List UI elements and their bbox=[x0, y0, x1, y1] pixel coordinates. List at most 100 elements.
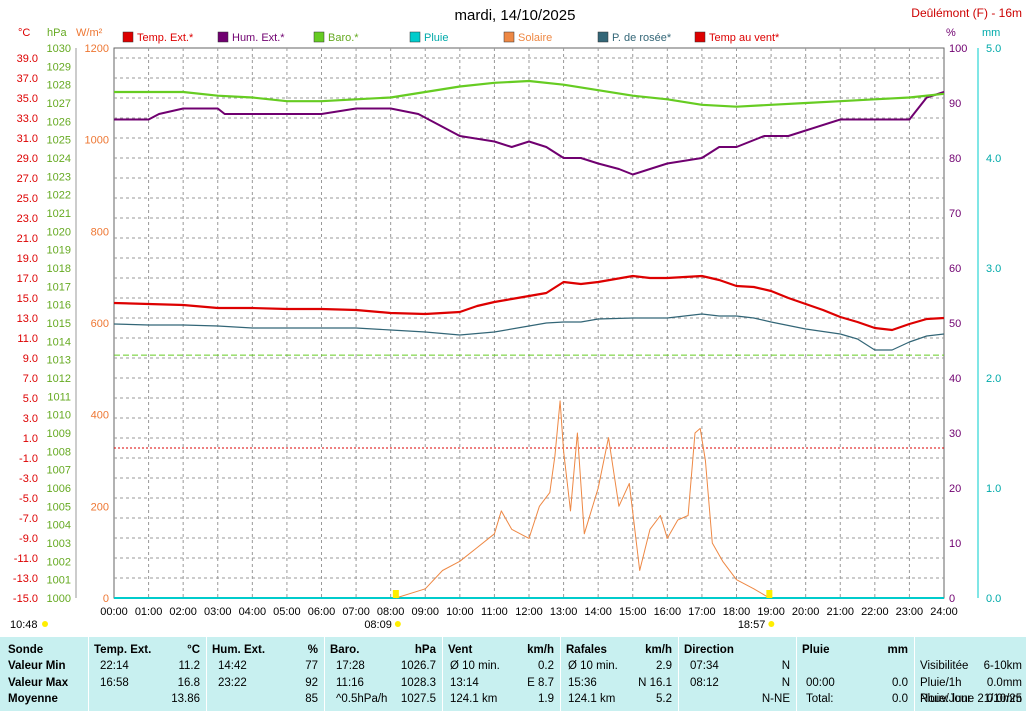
baro-tick-label: 1006 bbox=[47, 483, 71, 495]
plot-frame bbox=[113, 47, 945, 599]
temp-tick-label: -11.0 bbox=[14, 553, 38, 565]
vent-value: E 8.7 bbox=[527, 677, 554, 689]
baro-tick-label: 1014 bbox=[47, 336, 71, 348]
temp-tick-label: 1.0 bbox=[23, 433, 38, 445]
stats-panel: Sonde Temp. Ext. °C Hum. Ext. % Baro. hP… bbox=[0, 637, 1026, 711]
rafales-value: 5.2 bbox=[656, 693, 672, 705]
hum-tick-label: 40 bbox=[949, 373, 961, 385]
legend: Temp. Ext.* Hum. Ext.* Baro.* Pluie Solaire P… bbox=[122, 31, 780, 44]
pluie-time: Total: bbox=[806, 693, 834, 705]
reference-lines bbox=[114, 354, 944, 449]
baro-tick-label: 1023 bbox=[47, 171, 71, 183]
pluie-time: 00:00 bbox=[806, 677, 835, 689]
baro-tick-label: 1020 bbox=[47, 226, 71, 238]
temp-tick-label: 23.0 bbox=[17, 213, 38, 225]
col-hum: Hum. Ext. bbox=[212, 644, 266, 656]
baro-tick-label: 1004 bbox=[47, 520, 71, 532]
hum-tick-label: 100 bbox=[949, 43, 967, 55]
x-tick-label: 17:00 bbox=[688, 606, 716, 618]
baro-value: 1028.3 bbox=[400, 677, 436, 689]
hum-tick-label: 50 bbox=[949, 318, 961, 330]
rain-tick-label: 3.0 bbox=[986, 263, 1001, 275]
temp-tick-label: -1.0 bbox=[19, 453, 38, 465]
hum-tick-label: 10 bbox=[949, 538, 961, 550]
solar-tick-label: 1000 bbox=[85, 135, 109, 147]
col-temp-unit: °C bbox=[187, 644, 200, 656]
hum-value: 85 bbox=[305, 693, 318, 705]
temp-tick-label: 27.0 bbox=[17, 173, 38, 185]
temp-tick-label: 33.0 bbox=[17, 113, 38, 125]
x-tick-label: 04:00 bbox=[239, 606, 267, 618]
col-direction: Direction bbox=[684, 644, 734, 656]
col-rafales-unit: km/h bbox=[645, 644, 672, 656]
baro-tick-label: 1012 bbox=[47, 373, 71, 385]
x-tick-label: 23:00 bbox=[896, 606, 924, 618]
temp-tick-label: 29.0 bbox=[17, 153, 38, 165]
series-baro bbox=[114, 79, 945, 108]
col-temp: Temp. Ext. bbox=[94, 644, 152, 656]
direction-time: 08:12 bbox=[690, 677, 719, 689]
series-hum bbox=[114, 91, 945, 176]
x-tick-label: 21:00 bbox=[826, 606, 854, 618]
solar-tick-label: 400 bbox=[91, 410, 109, 422]
chart-grid bbox=[113, 47, 945, 599]
sun-icon bbox=[42, 621, 48, 627]
temp-tick-label: 25.0 bbox=[17, 193, 38, 205]
temp-tick-label: 35.0 bbox=[17, 93, 38, 105]
solar-tick-label: 600 bbox=[91, 318, 109, 330]
hum-tick-label: 0 bbox=[949, 593, 955, 605]
col-vent: Vent bbox=[448, 644, 473, 656]
temp-tick-label: 21.0 bbox=[17, 233, 38, 245]
hum-tick-label: 30 bbox=[949, 428, 961, 440]
legend-label: Pluie bbox=[424, 32, 448, 44]
col-baro: Baro. bbox=[330, 644, 360, 656]
baro-tick-label: 1007 bbox=[47, 465, 71, 477]
baro-time: ^0.5hPa/h bbox=[336, 693, 388, 705]
baro-value: 1027.5 bbox=[400, 693, 436, 705]
baro-tick-label: 1029 bbox=[47, 61, 71, 73]
baro-tick-label: 1008 bbox=[47, 446, 71, 458]
baro-tick-label: 1030 bbox=[47, 43, 71, 55]
series-rosee bbox=[113, 313, 945, 351]
x-tick-label: 02:00 bbox=[169, 606, 197, 618]
hum-tick-label: 70 bbox=[949, 208, 961, 220]
direction-value: N-NE bbox=[761, 693, 790, 705]
hum-tick-label: 90 bbox=[949, 98, 961, 110]
vent-label: 13:14 bbox=[450, 677, 479, 689]
baro-tick-label: 1000 bbox=[47, 593, 71, 605]
baro-tick-label: 1001 bbox=[47, 575, 71, 587]
daylength-label: 10:48 bbox=[10, 619, 38, 631]
hum-tick-label: 20 bbox=[949, 483, 961, 495]
legend-swatch bbox=[597, 31, 609, 43]
station-label: Deûlémont (F) - 16m bbox=[911, 6, 1022, 20]
rain-tick-label: 5.0 bbox=[986, 43, 1001, 55]
baro-tick-label: 1018 bbox=[47, 263, 71, 275]
temp-tick-label: 31.0 bbox=[17, 133, 38, 145]
temp-unit-label: °C bbox=[18, 27, 30, 39]
hum-value: 92 bbox=[305, 677, 318, 689]
baro-time: 17:28 bbox=[336, 660, 365, 672]
hum-time: 14:42 bbox=[218, 660, 247, 672]
x-tick-label: 01:00 bbox=[135, 606, 163, 618]
baro-unit-label: hPa bbox=[47, 27, 67, 39]
series-solaire bbox=[395, 400, 770, 599]
baro-tick-label: 1027 bbox=[47, 98, 71, 110]
x-tick-label: 06:00 bbox=[308, 606, 336, 618]
info-label: Pluie/1h bbox=[920, 677, 962, 689]
x-tick-label: 00:00 bbox=[100, 606, 128, 618]
temp-tick-label: 15.0 bbox=[17, 293, 38, 305]
baro-tick-label: 1021 bbox=[47, 208, 71, 220]
baro-tick-label: 1019 bbox=[47, 245, 71, 257]
baro-tick-label: 1013 bbox=[47, 355, 71, 367]
info-label: Pluie/Jour bbox=[920, 693, 972, 705]
temp-tick-label: -9.0 bbox=[19, 533, 38, 545]
col-rafales: Rafales bbox=[566, 644, 607, 656]
sun-icon bbox=[768, 621, 775, 627]
x-tick-label: 13:00 bbox=[550, 606, 578, 618]
baro-tick-label: 1024 bbox=[47, 153, 71, 165]
x-tick-label: 22:00 bbox=[861, 606, 889, 618]
col-baro-unit: hPa bbox=[414, 644, 436, 656]
hum-tick-label: 60 bbox=[949, 263, 961, 275]
sun-markers: 08:09 18:57 10:48 bbox=[10, 590, 775, 631]
row-label: Moyenne bbox=[8, 693, 58, 705]
